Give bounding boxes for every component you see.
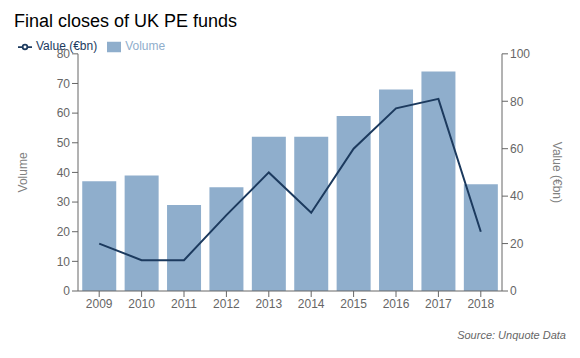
svg-text:2018: 2018 (467, 297, 494, 311)
svg-text:2017: 2017 (425, 297, 452, 311)
svg-text:30: 30 (57, 195, 71, 209)
svg-text:Volume: Volume (16, 152, 30, 192)
svg-text:2016: 2016 (383, 297, 410, 311)
svg-text:40: 40 (510, 189, 524, 203)
svg-text:2013: 2013 (255, 297, 282, 311)
svg-text:2012: 2012 (213, 297, 240, 311)
svg-text:20: 20 (57, 225, 71, 239)
svg-text:2015: 2015 (340, 297, 367, 311)
svg-text:50: 50 (57, 136, 71, 150)
svg-text:20: 20 (510, 237, 524, 251)
svg-text:2014: 2014 (298, 297, 325, 311)
svg-text:2009: 2009 (86, 297, 113, 311)
svg-text:70: 70 (57, 77, 71, 91)
svg-text:80: 80 (510, 95, 524, 109)
svg-text:60: 60 (57, 106, 71, 120)
svg-text:Value (€bn): Value (€bn) (550, 142, 564, 203)
svg-text:0: 0 (510, 284, 517, 298)
svg-text:100: 100 (510, 47, 530, 61)
svg-text:60: 60 (510, 142, 524, 156)
svg-text:2011: 2011 (171, 297, 197, 311)
svg-text:80: 80 (57, 47, 71, 61)
svg-text:0: 0 (63, 284, 70, 298)
svg-text:2010: 2010 (128, 297, 155, 311)
svg-text:10: 10 (57, 255, 71, 269)
svg-text:40: 40 (57, 166, 71, 180)
